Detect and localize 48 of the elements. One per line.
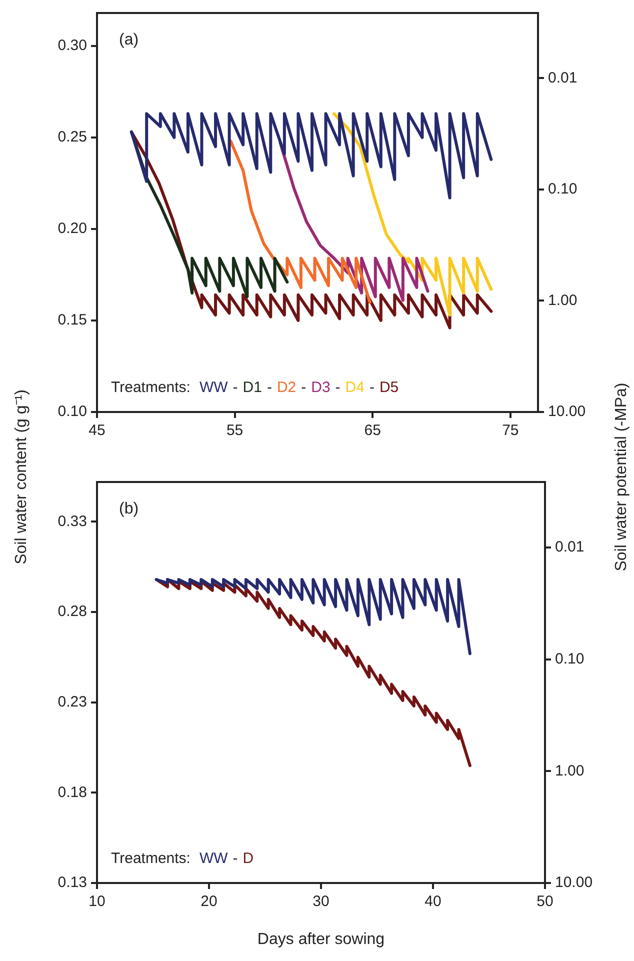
y2-tick-label: 10.00 xyxy=(555,874,593,892)
annotation: - xyxy=(232,379,238,396)
text: D1 xyxy=(242,379,262,396)
text: WW xyxy=(199,379,229,396)
legend-title: Treatments: xyxy=(111,379,190,396)
y2-tick-label: 1.00 xyxy=(555,762,584,780)
annotation: - xyxy=(301,379,306,396)
text: D2 xyxy=(276,379,296,396)
y-tick-label: 0.13 xyxy=(58,874,87,892)
text: D5 xyxy=(379,379,399,396)
legend-title: Treatments: xyxy=(111,850,190,868)
y-tick-label: 0.33 xyxy=(58,512,87,530)
y2-tick-label: 10.00 xyxy=(548,403,586,420)
y2-tick-label: 0.10 xyxy=(548,180,578,198)
annotation: - xyxy=(369,379,374,396)
x-tick-label: 65 xyxy=(364,422,381,440)
text: (b) xyxy=(119,500,139,518)
x-tick-label: 40 xyxy=(424,893,442,910)
text: (a) xyxy=(119,31,139,48)
annotation: - xyxy=(266,379,272,396)
y-tick-label: 0.10 xyxy=(58,403,87,420)
x-tick-label: 30 xyxy=(312,893,330,910)
y2-tick-label: 0.10 xyxy=(555,650,584,668)
x-tick-label: 45 xyxy=(88,422,106,440)
y-tick-label: 0.25 xyxy=(58,128,87,146)
text: D4 xyxy=(345,379,364,396)
x-tick-label: 75 xyxy=(502,422,519,440)
annotation: - xyxy=(232,850,238,868)
x-axis-title: Days after sowing xyxy=(257,931,385,949)
x-tick-label: 55 xyxy=(226,422,244,440)
text: D3 xyxy=(311,379,330,396)
y-tick-label: 0.23 xyxy=(58,694,87,711)
text: WW xyxy=(199,850,229,868)
text: D xyxy=(242,850,254,868)
y-tick-label: 0.18 xyxy=(58,784,87,801)
y-tick-label: 0.30 xyxy=(58,37,87,54)
y-tick-label: 0.20 xyxy=(58,220,87,238)
x-tick-label: 20 xyxy=(200,893,218,910)
y2-tick-label: 0.01 xyxy=(548,69,578,86)
y2-tick-label: 1.00 xyxy=(548,292,578,309)
x-tick-label: 50 xyxy=(536,893,554,910)
y-axis-title: Soil water content (g g⁻¹) xyxy=(12,390,31,564)
y2-tick-label: 0.01 xyxy=(555,538,584,556)
annotation: - xyxy=(335,379,340,396)
y-tick-label: 0.15 xyxy=(58,312,87,329)
x-tick-label: 10 xyxy=(88,893,106,910)
y-tick-label: 0.28 xyxy=(58,603,87,620)
y2-axis-title: Soil water potential (-MPa) xyxy=(613,382,631,572)
